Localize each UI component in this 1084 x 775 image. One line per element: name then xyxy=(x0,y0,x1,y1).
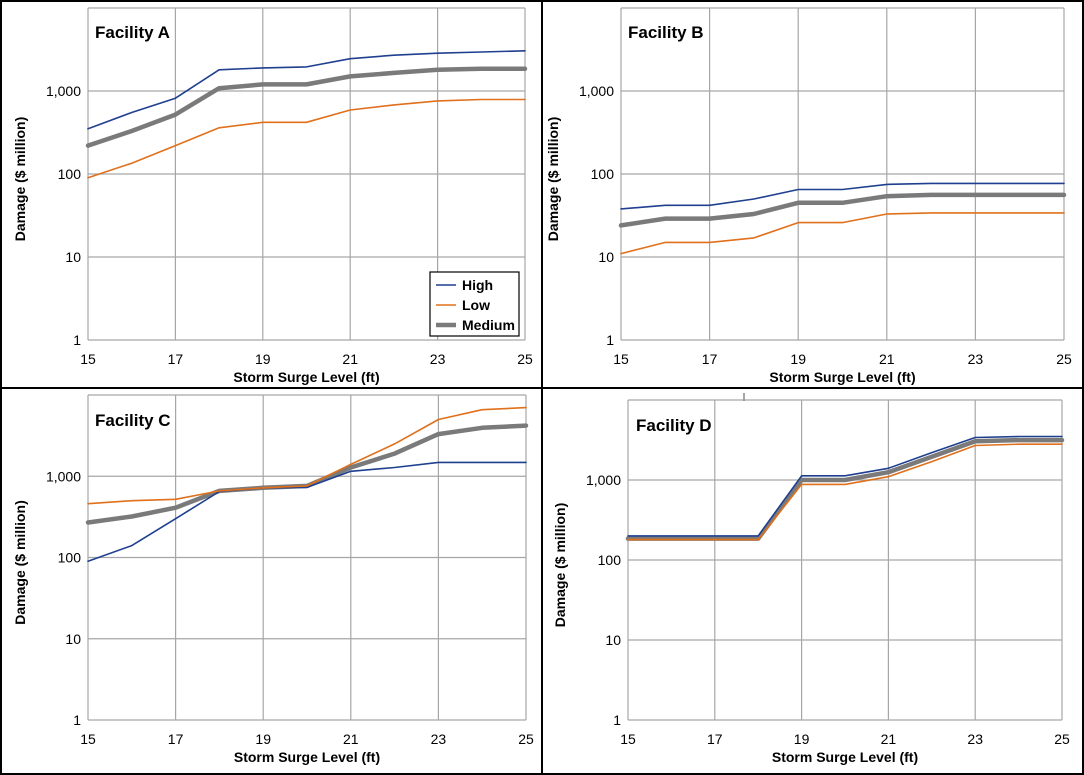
x-axis-label: Storm Surge Level (ft) xyxy=(234,749,380,765)
facility-d-series-medium-line xyxy=(625,437,1065,541)
y-tick-label: 1 xyxy=(73,712,81,728)
x-tick-label: 25 xyxy=(1054,731,1070,747)
x-tick-label: 21 xyxy=(342,351,358,367)
facility-c-series-high-line xyxy=(87,461,527,563)
y-axis-label: Damage ($ million) xyxy=(12,117,28,241)
x-tick-label: 17 xyxy=(702,351,718,367)
y-tick-label: 10 xyxy=(65,249,81,265)
x-axis-label: Storm Surge Level (ft) xyxy=(233,369,379,385)
y-tick-label: 100 xyxy=(58,166,82,182)
facility-a-series-medium-line xyxy=(85,66,528,148)
y-tick-label: 10 xyxy=(65,631,81,647)
y-tick-label: 1 xyxy=(613,712,621,728)
chart-title: Facility A xyxy=(95,23,170,42)
facility-b-series-high-line xyxy=(620,182,1065,210)
x-tick-label: 23 xyxy=(431,731,447,747)
chart-title: Facility D xyxy=(636,416,712,435)
facility-d-chart: 1 10 100 1,000 15 17 19 21 23 25 Storm Surge Level… xyxy=(552,399,1070,765)
facility-c-gridlines xyxy=(87,394,527,721)
x-tick-label: 25 xyxy=(518,731,534,747)
x-tick-label: 21 xyxy=(881,731,897,747)
y-tick-label: 100 xyxy=(58,550,82,566)
x-tick-label: 25 xyxy=(517,351,533,367)
y-axis-label: Damage ($ million) xyxy=(545,117,561,241)
y-axis-label: Damage ($ million) xyxy=(552,503,568,627)
x-tick-label: 19 xyxy=(255,731,271,747)
chart-title: Facility B xyxy=(628,23,704,42)
x-tick-label: 23 xyxy=(967,731,983,747)
x-tick-label: 15 xyxy=(80,351,96,367)
x-tick-label: 21 xyxy=(343,731,359,747)
y-tick-label: 100 xyxy=(598,552,622,568)
chart-title: Facility C xyxy=(95,411,171,430)
facility-a-series-high-line xyxy=(87,49,526,130)
x-tick-label: 15 xyxy=(613,351,629,367)
facility-a-gridlines xyxy=(87,7,526,341)
x-tick-label: 19 xyxy=(790,351,806,367)
x-tick-label: 17 xyxy=(168,351,184,367)
x-axis-label: Storm Surge Level (ft) xyxy=(769,369,915,385)
facility-b-gridlines xyxy=(620,7,1065,341)
facility-b-series-low-line xyxy=(620,212,1065,255)
y-tick-label: 1,000 xyxy=(586,472,621,488)
legend-label-high: High xyxy=(462,277,493,293)
y-tick-label: 10 xyxy=(598,249,614,265)
legend-label-medium: Medium xyxy=(462,317,515,333)
facility-c-series-low-line xyxy=(87,406,527,505)
x-tick-label: 15 xyxy=(620,731,636,747)
x-tick-label: 19 xyxy=(794,731,810,747)
chart-panels: 1 10 100 1,000 15 17 19 21 23 25 Storm Surge Level… xyxy=(12,7,1072,765)
facility-b-chart: 1 10 100 1,000 15 17 19 21 23 25 Storm Surge Level… xyxy=(545,7,1072,385)
facility-b-series-medium-line xyxy=(618,192,1067,228)
x-axis-label: Storm Surge Level (ft) xyxy=(772,749,918,765)
facility-d-series-high-line xyxy=(627,435,1063,537)
y-tick-label: 1 xyxy=(606,332,614,348)
x-tick-label: 23 xyxy=(968,351,984,367)
y-tick-label: 1,000 xyxy=(579,83,614,99)
facility-a-series-low-line xyxy=(87,98,526,179)
y-tick-label: 100 xyxy=(591,166,615,182)
x-tick-label: 23 xyxy=(430,351,446,367)
facility-a-chart: 1 10 100 1,000 15 17 19 21 23 25 Storm Surge Level… xyxy=(12,7,533,385)
x-tick-label: 19 xyxy=(255,351,271,367)
y-tick-label: 1,000 xyxy=(46,468,81,484)
facility-d-series-low-line xyxy=(627,443,1063,541)
facility-c-chart: 1 10 100 1,000 15 17 19 21 23 25 Storm Surge Level… xyxy=(12,394,534,765)
x-tick-label: 15 xyxy=(80,731,96,747)
y-axis-label: Damage ($ million) xyxy=(12,500,28,624)
legend: High Low Medium xyxy=(429,271,520,337)
y-tick-label: 1 xyxy=(73,332,81,348)
facility-d-gridlines xyxy=(627,399,1063,721)
x-tick-label: 17 xyxy=(707,731,723,747)
x-tick-label: 25 xyxy=(1056,351,1072,367)
x-tick-label: 17 xyxy=(168,731,184,747)
y-tick-label: 10 xyxy=(605,632,621,648)
legend-label-low: Low xyxy=(462,297,490,313)
y-tick-label: 1,000 xyxy=(46,83,81,99)
x-tick-label: 21 xyxy=(879,351,895,367)
